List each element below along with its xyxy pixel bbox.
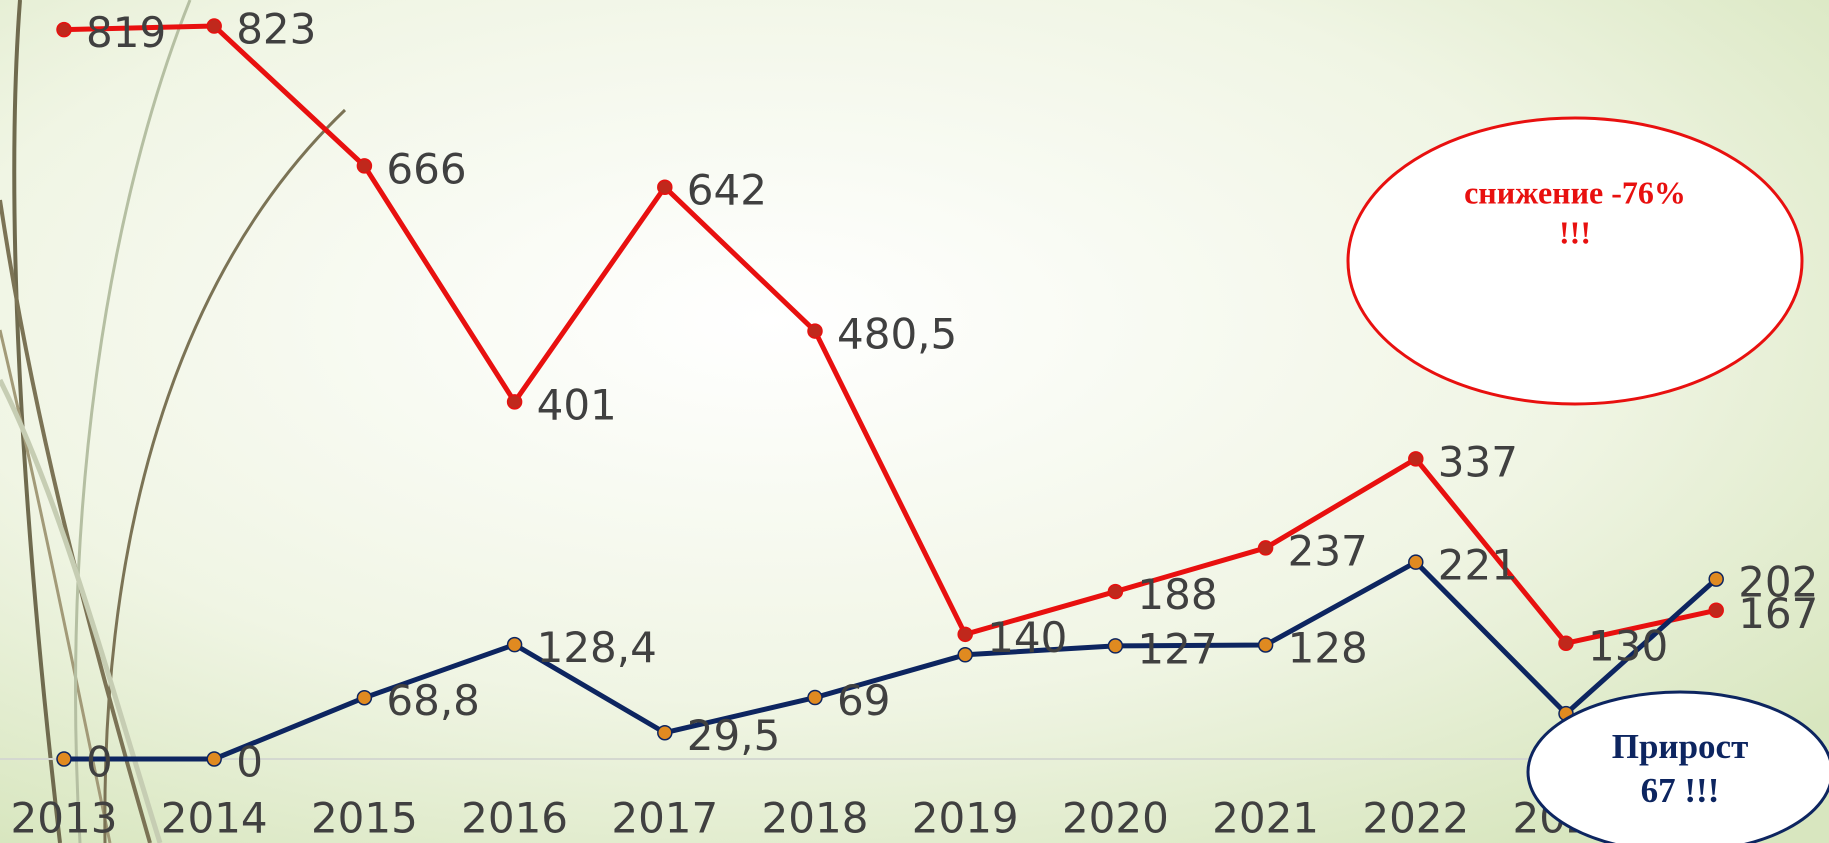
x-tick-label: 2013: [11, 794, 118, 843]
data-label: 642: [687, 166, 767, 215]
marker: [56, 21, 72, 38]
x-tick-label: 2015: [311, 794, 418, 843]
annotation-text: снижение -76%: [1464, 174, 1686, 210]
data-label: 666: [386, 144, 466, 193]
marker: [957, 626, 973, 643]
marker: [1708, 602, 1724, 619]
data-label: 0: [236, 738, 263, 787]
data-label: 401: [537, 380, 617, 429]
annotation-ellipse: [1346, 116, 1804, 406]
x-tick-label: 2022: [1362, 794, 1469, 843]
marker: [1408, 451, 1424, 467]
data-label: 167: [1738, 589, 1818, 638]
data-label: 819: [86, 8, 166, 57]
annotation-text: !!!: [1559, 214, 1591, 250]
data-label: 237: [1288, 526, 1368, 575]
series-line: [63, 23, 1717, 646]
x-tick-label: 2021: [1212, 794, 1319, 843]
marker: [1107, 638, 1124, 654]
data-label: 140: [987, 613, 1067, 662]
annotation-text: Прирост: [1612, 727, 1749, 766]
data-label: 127: [1137, 624, 1217, 673]
x-tick-label: 2014: [161, 794, 268, 843]
annotations: снижение -76%!!! Прирост 67 !!!: [1346, 116, 1829, 843]
marker: [657, 179, 673, 195]
marker: [807, 689, 823, 706]
x-tick-label: 2019: [912, 794, 1019, 843]
data-label: 130: [1588, 622, 1668, 671]
data-label: 128,4: [537, 623, 657, 672]
data-label: 337: [1438, 437, 1518, 486]
marker: [957, 647, 973, 663]
data-label: 823: [236, 5, 316, 54]
marker: [206, 751, 222, 767]
data-label: 221: [1438, 541, 1518, 590]
marker: [1257, 637, 1274, 653]
data-label: 69: [837, 676, 890, 725]
marker: [1257, 540, 1274, 556]
data-label: 68,8: [386, 676, 480, 725]
annotation-ellipse: [1526, 690, 1829, 843]
x-tick-label: 2016: [461, 794, 568, 843]
marker: [356, 689, 373, 706]
x-tick-label: 2020: [1062, 794, 1169, 843]
marker: [657, 724, 673, 741]
data-label: 128: [1288, 624, 1368, 673]
decor-curves: [0, 0, 347, 843]
marker: [56, 751, 72, 767]
plot: 2013 2014 2015 2016 2017 2018 2019 2020 2021 2022…: [11, 5, 1819, 843]
data-label: 480,5: [837, 310, 957, 359]
x-tick-label: 2018: [762, 794, 869, 843]
data-label: 29,5: [687, 711, 781, 760]
annotation-text: 67 !!!: [1641, 771, 1720, 810]
data-label: 0: [86, 738, 113, 787]
marker: [1708, 571, 1724, 587]
marker: [1107, 583, 1124, 600]
x-tick-label: 2017: [611, 794, 718, 843]
marker: [206, 18, 222, 34]
marker: [356, 158, 373, 174]
marker: [807, 323, 823, 339]
data-label: 188: [1137, 570, 1217, 619]
marker: [506, 394, 523, 410]
data-label: 202: [1738, 558, 1818, 607]
marker: [1408, 554, 1424, 570]
marker: [506, 636, 523, 653]
series-line: [64, 559, 1718, 762]
marker: [1558, 635, 1574, 651]
